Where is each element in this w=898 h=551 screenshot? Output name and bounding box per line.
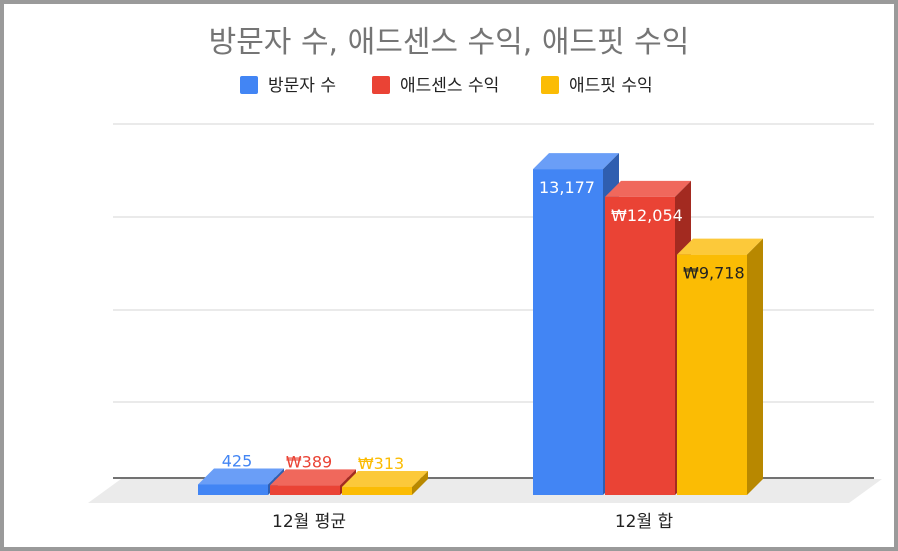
bar-front xyxy=(270,485,340,495)
bar-top xyxy=(198,468,284,485)
legend-label-애드센스-수익: 애드센스 수익 xyxy=(400,76,499,96)
bar-front xyxy=(533,169,603,495)
legend-label-방문자-수: 방문자 수 xyxy=(268,76,336,96)
bar-side xyxy=(747,238,763,495)
legend-swatch-애드센스-수익 xyxy=(372,76,390,94)
data-label-애드핏-수익-12월-합: ₩9,718 xyxy=(683,264,745,283)
category-label-12월-합: 12월 합 xyxy=(615,512,674,532)
legend-swatch-방문자-수 xyxy=(240,76,258,94)
legend-swatch-애드핏-수익 xyxy=(541,76,559,94)
bar-애드핏-수익-12월-합 xyxy=(677,238,763,495)
bar-애드핏-수익-12월-평균 xyxy=(342,471,428,495)
data-labels: 425 ₩389 ₩313 13,177 ₩12,054 ₩9,718 xyxy=(222,178,745,473)
data-label-애드핏-수익-12월-평균: ₩313 xyxy=(358,454,404,473)
bar-top xyxy=(677,238,763,255)
bar-top xyxy=(605,180,691,197)
bar-front xyxy=(677,254,747,495)
legend: 방문자 수 애드센스 수익 애드핏 수익 xyxy=(240,76,653,96)
chart-title: 방문자 수, 애드센스 수익, 애드핏 수익 xyxy=(209,25,690,60)
data-label-애드센스-수익-12월-평균: ₩389 xyxy=(286,452,332,471)
bar-front xyxy=(605,196,675,496)
bar-front xyxy=(198,484,268,495)
data-label-방문자-수-12월-합: 13,177 xyxy=(539,178,595,197)
data-label-방문자-수-12월-평균: 425 xyxy=(222,451,253,470)
data-label-애드센스-수익-12월-합: ₩12,054 xyxy=(611,206,683,225)
legend-label-애드핏-수익: 애드핏 수익 xyxy=(569,76,653,96)
category-label-12월-평균: 12월 평균 xyxy=(272,512,346,532)
bar-top xyxy=(533,153,619,170)
bar-top xyxy=(270,469,356,486)
category-labels: 12월 평균 12월 합 xyxy=(272,512,673,532)
bar-top xyxy=(342,471,428,487)
bars xyxy=(198,153,763,496)
bar-front xyxy=(342,487,412,495)
bar-side xyxy=(412,471,428,495)
